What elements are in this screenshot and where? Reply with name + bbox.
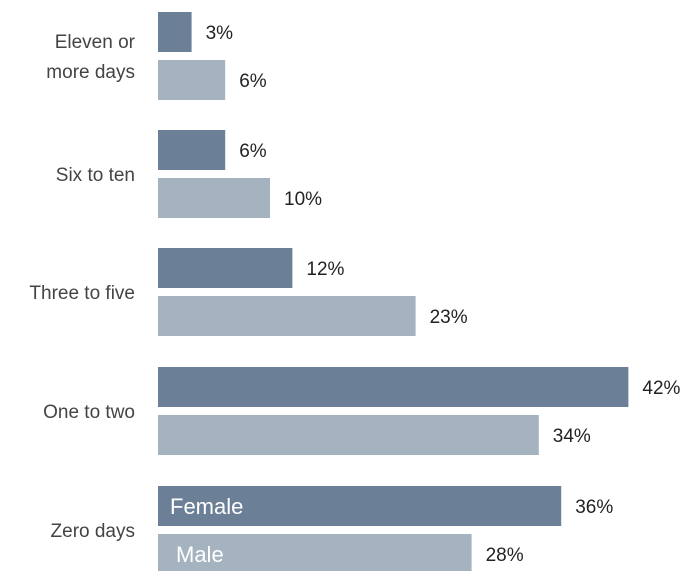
category-label-line: more days xyxy=(46,62,135,83)
category-label-zero-days: Zero days xyxy=(51,521,135,542)
value-label-male-one-to-two: 34% xyxy=(553,426,591,447)
bar-female-zero-days xyxy=(158,486,562,526)
bar-male-three-to-five xyxy=(158,296,416,336)
value-label-female-three-to-five: 12% xyxy=(306,259,344,280)
bar-male-zero-days xyxy=(158,534,472,574)
value-label-male-zero-days: 28% xyxy=(486,545,524,566)
category-label-three-to-five: Three to five xyxy=(29,283,135,304)
series-label-male: Male xyxy=(176,542,224,567)
value-label-female-zero-days: 36% xyxy=(575,497,613,518)
category-label-line: Three to five xyxy=(29,283,135,304)
bar-female-three-to-five xyxy=(158,248,293,288)
category-label-line: Zero days xyxy=(51,521,135,542)
bar-male-one-to-two xyxy=(158,415,539,455)
category-label-six-to-ten: Six to ten xyxy=(56,165,135,186)
value-label-female-six-to-ten: 6% xyxy=(239,141,267,162)
bar-female-eleven-or-more-days xyxy=(158,12,192,52)
value-label-male-six-to-ten: 10% xyxy=(284,189,322,210)
bar-male-eleven-or-more-days xyxy=(158,60,226,100)
category-label-line: One to two xyxy=(43,402,135,423)
category-label-one-to-two: One to two xyxy=(43,402,135,423)
bar-male-six-to-ten xyxy=(158,178,270,218)
value-label-female-eleven-or-more-days: 3% xyxy=(206,23,234,44)
series-label-female: Female xyxy=(170,494,243,519)
category-label-eleven-or-more-days: Eleven or more days xyxy=(46,32,135,83)
bar-female-six-to-ten xyxy=(158,130,226,170)
bar-female-one-to-two xyxy=(158,367,629,407)
value-label-male-three-to-five: 23% xyxy=(430,307,468,328)
category-label-line: Eleven or xyxy=(55,32,136,53)
value-label-female-one-to-two: 42% xyxy=(642,378,680,399)
value-label-male-eleven-or-more-days: 6% xyxy=(239,71,267,92)
category-label-line: Six to ten xyxy=(56,165,135,186)
